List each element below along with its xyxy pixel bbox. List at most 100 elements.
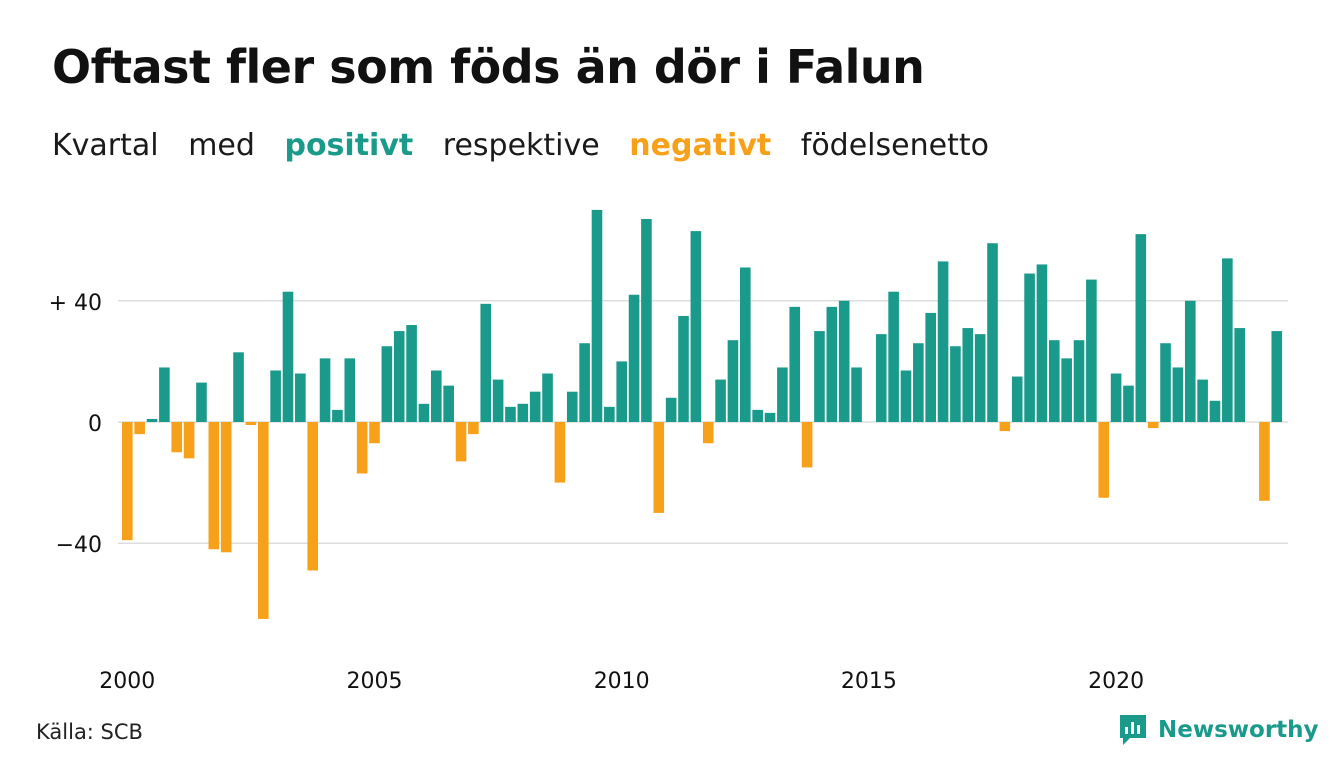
bar-positive — [566, 391, 578, 422]
bar-negative — [999, 422, 1011, 432]
subtitle-word: med — [188, 128, 255, 163]
x-axis-ticks: 2000 2005 2010 2015 2020 — [99, 669, 1144, 694]
bar-positive — [1197, 379, 1208, 422]
bar-positive — [1160, 343, 1171, 422]
y-tick-label: 0 — [88, 412, 102, 437]
bar-negative — [653, 422, 665, 513]
bar-positive — [1123, 385, 1134, 422]
brand-name: Newsworthy — [1158, 717, 1319, 743]
bar-positive — [1086, 279, 1097, 422]
bar-negative — [554, 422, 566, 483]
bar-negative — [1259, 422, 1270, 501]
newsworthy-icon — [1120, 715, 1146, 745]
bar-positive — [270, 370, 281, 422]
bar-positive — [1172, 367, 1184, 422]
bar-positive — [641, 218, 652, 422]
bar-positive — [851, 367, 862, 422]
bar-positive — [1049, 340, 1060, 422]
bar-positive — [517, 403, 529, 422]
bar-positive — [987, 243, 998, 422]
bar-positive — [740, 267, 751, 422]
bar-positive — [295, 373, 306, 422]
legend-negative-label: negativt — [629, 128, 772, 163]
legend-positive-label: positivt — [284, 128, 414, 163]
bar-positive — [814, 331, 825, 422]
bars — [122, 209, 1283, 619]
x-tick-label: 2005 — [347, 669, 403, 694]
bar-positive — [319, 358, 331, 422]
bar-negative — [356, 422, 368, 474]
x-tick-label: 2000 — [99, 669, 155, 694]
bar-negative — [468, 422, 479, 435]
bar-positive — [715, 379, 726, 422]
bar-negative — [245, 422, 257, 426]
bar-positive — [888, 291, 899, 422]
bar-negative — [208, 422, 220, 550]
bar-positive — [1110, 373, 1122, 422]
bar-negative — [801, 422, 813, 468]
bar-positive — [1135, 234, 1147, 422]
bar-positive — [777, 367, 788, 422]
bar-positive — [381, 346, 393, 422]
bar-positive — [1234, 328, 1245, 422]
bar-positive — [579, 343, 590, 422]
subtitle-word: respektive — [442, 128, 600, 163]
bar-positive — [962, 328, 974, 422]
bar-positive — [196, 382, 207, 422]
bar-positive — [752, 409, 763, 422]
subtitle-word: Kvartal — [52, 128, 159, 163]
bar-positive — [393, 331, 405, 422]
bar-positive — [826, 306, 838, 422]
bar-positive — [838, 300, 850, 422]
bar-positive — [875, 334, 887, 422]
y-tick-label: + 40 — [49, 291, 102, 316]
y-axis-ticks: + 40 0 −40 — [49, 291, 102, 558]
bar-positive — [431, 370, 442, 422]
bar-positive — [480, 303, 492, 422]
bar-negative — [134, 422, 145, 435]
bar-positive — [443, 385, 454, 422]
bar-positive — [1222, 258, 1233, 422]
bar-positive — [233, 352, 244, 422]
bar-positive — [950, 346, 961, 422]
bar-negative — [1147, 422, 1159, 429]
bar-positive — [1011, 376, 1023, 422]
bar-positive — [900, 370, 912, 422]
x-tick-label: 2020 — [1088, 669, 1144, 694]
bar-positive — [159, 367, 170, 422]
bar-positive — [282, 291, 294, 422]
bar-positive — [146, 418, 158, 422]
bar-negative — [702, 422, 714, 444]
bar-positive — [974, 334, 986, 422]
bar-positive — [529, 391, 541, 422]
bar-positive — [764, 412, 776, 422]
x-tick-label: 2010 — [594, 669, 650, 694]
bar-positive — [1073, 340, 1085, 422]
bar-positive — [616, 361, 627, 422]
bar-positive — [492, 379, 504, 422]
bar-negative — [183, 422, 195, 459]
bar-positive — [332, 409, 343, 422]
bar-negative — [220, 422, 232, 553]
bar-positive — [937, 261, 949, 422]
bar-positive — [727, 340, 739, 422]
brand-logo: Newsworthy — [1118, 714, 1319, 746]
bar-positive — [789, 306, 801, 422]
y-tick-label: −40 — [56, 533, 102, 558]
bar-positive — [542, 373, 553, 422]
bar-positive — [1209, 400, 1221, 422]
bar-negative — [257, 422, 269, 619]
chart-title: Oftast fler som föds än dör i Falun — [52, 40, 925, 94]
bar-negative — [171, 422, 183, 453]
bar-positive — [1271, 331, 1283, 422]
bar-positive — [1184, 300, 1196, 422]
bar-negative — [1098, 422, 1110, 498]
bar-positive — [1036, 264, 1048, 422]
bar-positive — [344, 358, 356, 422]
bar-positive — [418, 403, 430, 422]
bar-positive — [591, 209, 603, 422]
bar-negative — [455, 422, 467, 462]
bar-positive — [913, 343, 924, 422]
x-tick-label: 2015 — [841, 669, 897, 694]
bar-positive — [665, 397, 677, 422]
